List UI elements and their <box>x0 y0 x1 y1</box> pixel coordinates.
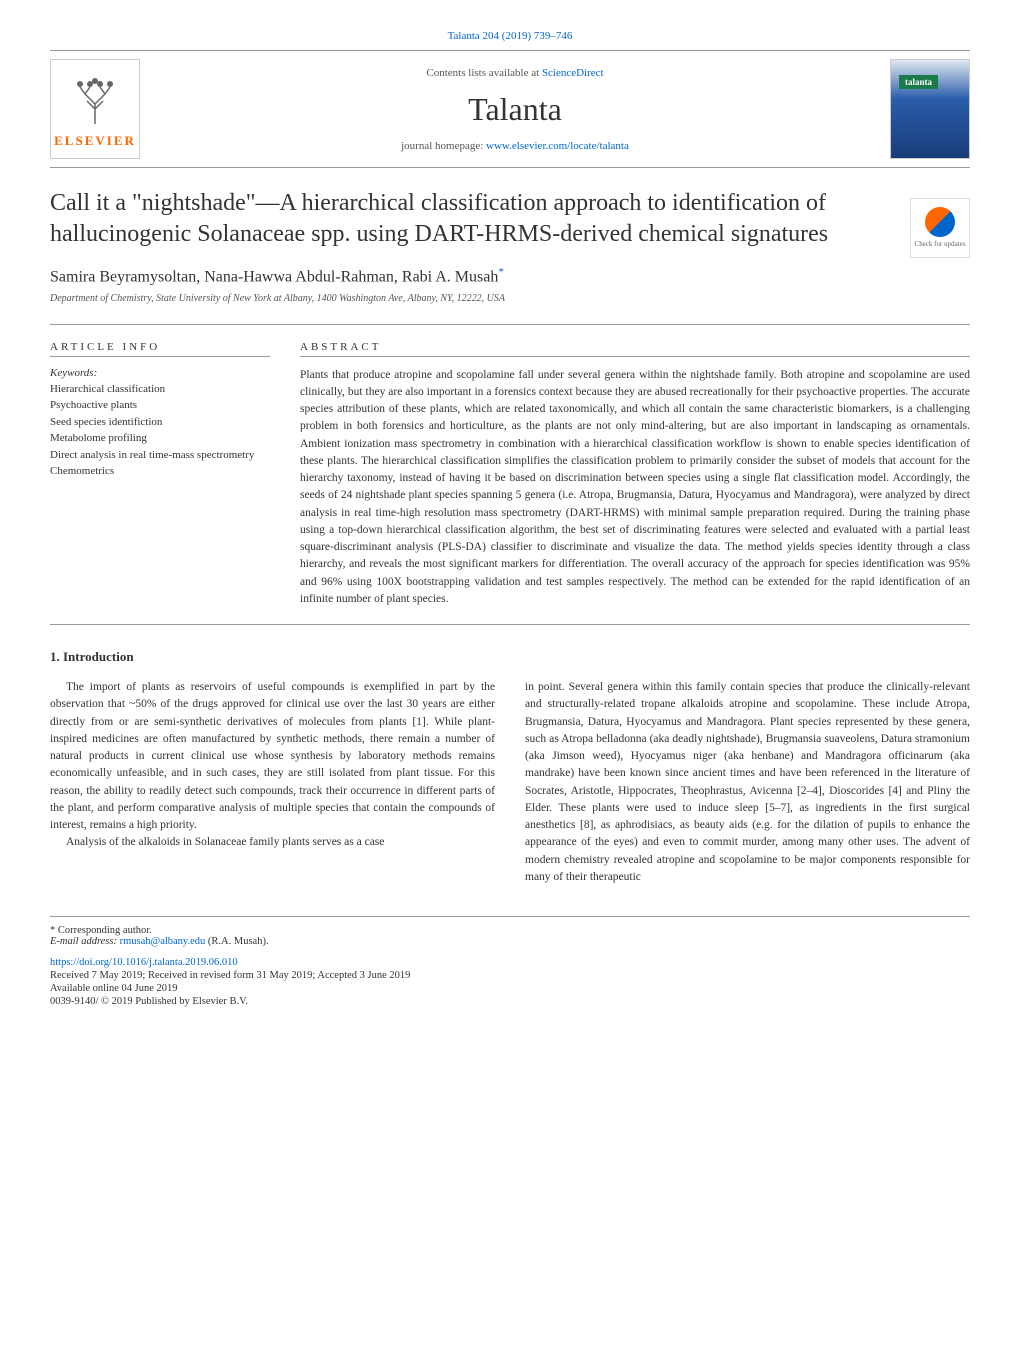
sciencedirect-link[interactable]: ScienceDirect <box>542 67 604 79</box>
intro-paragraph: Analysis of the alkaloids in Solanaceae … <box>50 834 495 851</box>
body-columns: The import of plants as reservoirs of us… <box>50 679 970 886</box>
received-line: Received 7 May 2019; Received in revised… <box>50 970 970 981</box>
corresponding-author: * Corresponding author. <box>50 925 970 936</box>
homepage-line: journal homepage: www.elsevier.com/locat… <box>140 140 890 152</box>
copyright-line: 0039-9140/ © 2019 Published by Elsevier … <box>50 996 970 1007</box>
email-line: E-mail address: rmusah@albany.edu (R.A. … <box>50 936 970 947</box>
authors-text: Samira Beyramysoltan, Nana-Hawwa Abdul-R… <box>50 269 498 286</box>
journal-header: ELSEVIER Contents lists available at Sci… <box>50 50 970 168</box>
elsevier-label: ELSEVIER <box>54 133 136 149</box>
abstract-text: Plants that produce atropine and scopola… <box>300 367 970 609</box>
corresponding-marker[interactable]: * <box>498 266 504 278</box>
keyword-item: Hierarchical classification <box>50 381 270 398</box>
keyword-item: Metabolome profiling <box>50 430 270 447</box>
check-updates-label: Check for updates <box>915 240 966 249</box>
intro-heading: 1. Introduction <box>50 649 970 665</box>
check-updates-badge[interactable]: Check for updates <box>910 198 970 258</box>
elsevier-tree-icon <box>65 69 125 129</box>
keywords-label: Keywords: <box>50 367 270 379</box>
affiliation: Department of Chemistry, State Universit… <box>50 293 970 304</box>
article-info-heading: ARTICLE INFO <box>50 341 270 357</box>
article-info-column: ARTICLE INFO Keywords: Hierarchical clas… <box>50 341 270 609</box>
info-abstract-section: ARTICLE INFO Keywords: Hierarchical clas… <box>50 324 970 626</box>
header-center: Contents lists available at ScienceDirec… <box>140 67 890 152</box>
elsevier-logo: ELSEVIER <box>50 59 140 159</box>
keyword-item: Direct analysis in real time-mass spectr… <box>50 447 270 464</box>
available-line: Available online 04 June 2019 <box>50 983 970 994</box>
email-label: E-mail address: <box>50 936 120 947</box>
body-column-left: The import of plants as reservoirs of us… <box>50 679 495 886</box>
keyword-item: Chemometrics <box>50 463 270 480</box>
journal-name: Talanta <box>140 91 890 128</box>
body-column-right: in point. Several genera within this fam… <box>525 679 970 886</box>
intro-paragraph: in point. Several genera within this fam… <box>525 679 970 886</box>
keyword-item: Psychoactive plants <box>50 397 270 414</box>
journal-cover: talanta <box>890 59 970 159</box>
contents-line: Contents lists available at ScienceDirec… <box>140 67 890 79</box>
contents-prefix: Contents lists available at <box>426 67 541 79</box>
footer-section: * Corresponding author. E-mail address: … <box>50 916 970 1007</box>
journal-citation[interactable]: Talanta 204 (2019) 739–746 <box>50 30 970 42</box>
homepage-link[interactable]: www.elsevier.com/locate/talanta <box>486 140 629 152</box>
title-text: Call it a "nightshade"—A hierarchical cl… <box>50 190 828 247</box>
intro-paragraph: The import of plants as reservoirs of us… <box>50 679 495 834</box>
homepage-prefix: journal homepage: <box>401 140 486 152</box>
email-link[interactable]: rmusah@albany.edu <box>120 936 206 947</box>
authors-line: Samira Beyramysoltan, Nana-Hawwa Abdul-R… <box>50 266 970 286</box>
keyword-item: Seed species identifiction <box>50 414 270 431</box>
check-updates-icon <box>925 207 955 237</box>
abstract-heading: ABSTRACT <box>300 341 970 357</box>
doi-link[interactable]: https://doi.org/10.1016/j.talanta.2019.0… <box>50 957 970 968</box>
article-title: Call it a "nightshade"—A hierarchical cl… <box>50 188 970 250</box>
abstract-column: ABSTRACT Plants that produce atropine an… <box>300 341 970 609</box>
email-suffix: (R.A. Musah). <box>205 936 268 947</box>
journal-cover-label: talanta <box>899 75 938 89</box>
